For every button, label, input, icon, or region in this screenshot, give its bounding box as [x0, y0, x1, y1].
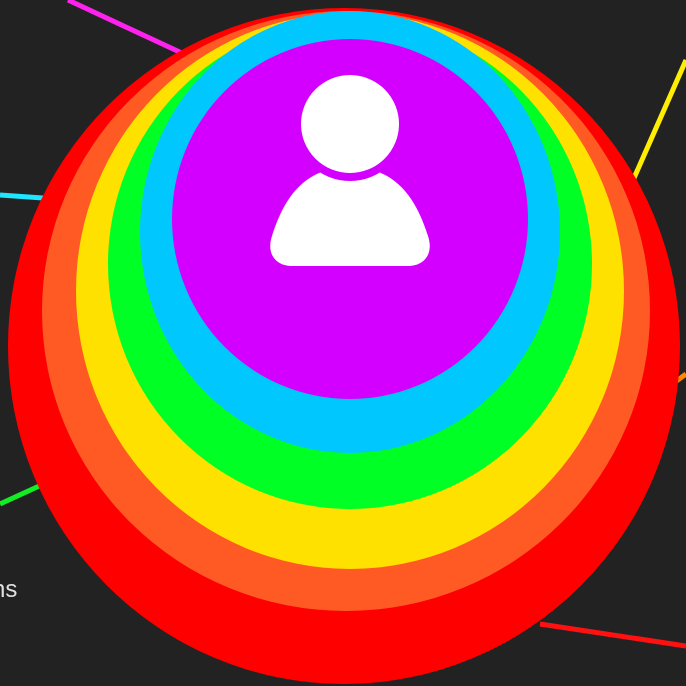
- connector-line-red: [539, 621, 686, 649]
- person-icon-body: [270, 167, 430, 266]
- person-icon-head: [297, 71, 403, 177]
- person-icon: [270, 67, 430, 266]
- person-icon-neck-gap: [293, 67, 407, 181]
- partial-side-label: ns: [0, 576, 18, 603]
